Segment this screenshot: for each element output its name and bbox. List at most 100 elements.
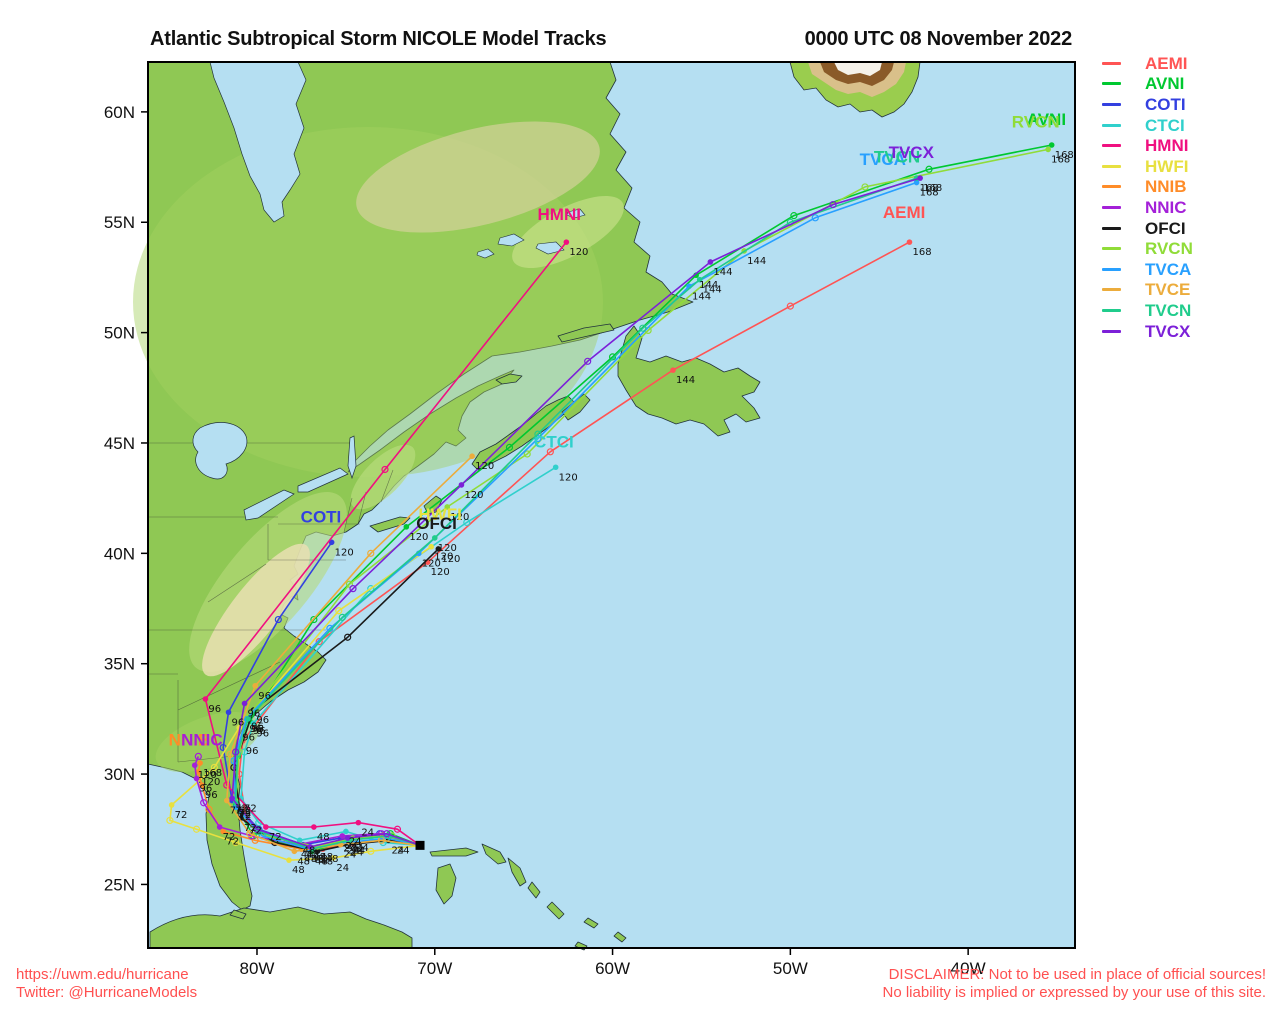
forecast-hour-label: 72 <box>244 803 257 814</box>
forecast-hour-label: 144 <box>713 267 732 278</box>
track-marker <box>220 828 227 835</box>
forecast-hour-label: 144 <box>747 256 766 267</box>
forecast-hour-label: 72 <box>239 810 252 821</box>
track-marker <box>199 782 205 788</box>
track-marker <box>381 465 389 474</box>
y-tick-label: 50N <box>104 324 135 343</box>
forecast-hour-label: 48 <box>313 852 326 863</box>
track-marker <box>253 825 261 833</box>
track-TVCX <box>229 175 923 850</box>
forecast-hour-label: 72 <box>269 832 282 843</box>
cat-island <box>527 881 541 899</box>
forecast-hour-label: 96 <box>249 724 262 735</box>
legend-model-name: NNIC <box>1145 197 1187 217</box>
forecast-hour-label: 24 <box>356 843 369 854</box>
forecast-hour-label: 120 <box>438 543 457 554</box>
track-marker <box>216 824 223 830</box>
y-tick-label: 60N <box>104 103 135 122</box>
y-tick-label: 55N <box>104 213 135 232</box>
forecast-hour-label: 96 <box>248 708 261 719</box>
track-marker <box>274 615 282 624</box>
track-marker <box>202 696 209 702</box>
forecast-hour-label: 168 <box>1051 154 1070 165</box>
track-marker <box>552 464 559 471</box>
forecast-hour-label: 48 <box>297 856 310 867</box>
legend-dash-icon <box>1102 144 1121 148</box>
legend-item-HWFI: HWFI <box>1102 156 1272 177</box>
forecast-hour-label: 48 <box>312 854 325 865</box>
legend-dash-icon <box>1102 247 1121 251</box>
track-marker <box>168 802 175 808</box>
legend-model-name: TVCN <box>1145 300 1192 320</box>
track-marker <box>584 357 592 365</box>
track-marker <box>193 775 200 782</box>
andros <box>435 863 457 905</box>
anticosti-island <box>557 323 615 343</box>
legend-dash-icon <box>1102 123 1121 127</box>
track-marker <box>608 353 617 361</box>
track-marker <box>523 450 531 458</box>
forecast-hour-label: 168 <box>203 768 222 779</box>
track-marker <box>505 443 514 451</box>
forecast-hour-label: 168 <box>1055 150 1074 161</box>
x-tick-label: 60W <box>595 959 630 978</box>
track-marker <box>338 613 346 621</box>
track-marker <box>246 830 254 838</box>
forecast-hour-label: 72 <box>239 808 252 819</box>
forecast-hour-label: 24 <box>352 845 365 856</box>
track-marker <box>534 430 542 438</box>
hudson-bay <box>209 61 307 223</box>
track-marker <box>166 816 174 825</box>
legend-item-OFCI: OFCI <box>1102 218 1272 239</box>
forecast-hour-label: 96 <box>253 726 266 737</box>
track-marker <box>339 833 346 839</box>
forecast-hour-label: 120 <box>475 461 494 472</box>
track-marker <box>344 633 352 641</box>
track-marker <box>291 848 298 855</box>
track-marker <box>232 804 239 810</box>
disclaimer-line-2: No liability is implied or expressed by … <box>882 984 1267 1001</box>
legend-item-NNIC: NNIC <box>1102 197 1272 218</box>
long-island-bahamas <box>546 901 565 920</box>
track-marker <box>925 165 933 173</box>
islands <box>149 323 761 951</box>
prince-edward-island <box>495 373 523 385</box>
track-marker <box>286 857 292 863</box>
legend-dash-icon <box>1102 267 1121 271</box>
forecast-hour-label: 120 <box>559 472 578 483</box>
model-end-label-RVCN: RVCN <box>1012 112 1060 131</box>
track-marker <box>232 748 240 756</box>
newfoundland <box>617 325 761 437</box>
legend-model-name: COTI <box>1145 94 1186 114</box>
track-marker <box>906 239 913 245</box>
track-marker <box>191 762 198 769</box>
track-marker <box>786 302 794 310</box>
legend-item-HMNI: HMNI <box>1102 135 1272 156</box>
forecast-hour-label: 24 <box>347 845 360 856</box>
forecast-hour-label: 120 <box>409 532 428 543</box>
twitter-handle: Twitter: @HurricaneModels <box>16 984 198 1001</box>
forecast-hour-label: 48 <box>326 854 339 865</box>
track-marker <box>349 585 357 593</box>
forecast-hour-label: 144 <box>692 291 711 302</box>
forecast-hour-label: 120 <box>335 547 354 558</box>
track-marker <box>403 524 410 530</box>
model-end-label-TVCA: TVCA <box>860 150 906 169</box>
forecast-hour-label: 96 <box>256 715 269 726</box>
track-marker <box>670 367 676 373</box>
track-marker <box>696 276 703 283</box>
forecast-hour-label: 24 <box>397 845 410 856</box>
track-marker <box>344 835 351 841</box>
forecast-hour-label: 72 <box>226 836 239 847</box>
forecast-hour-label: 168 <box>912 247 931 258</box>
track-marker <box>311 824 317 830</box>
track-marker <box>917 175 923 181</box>
quebec-lakes <box>476 208 586 259</box>
nova-scotia <box>471 395 575 471</box>
forecast-hour-label: 72 <box>175 810 188 821</box>
legend-model-name: HMNI <box>1145 136 1189 156</box>
legend-item-COTI: COTI <box>1102 94 1272 115</box>
forecast-hour-label: 96 <box>258 691 271 702</box>
legend: AEMI AVNI COTI CTCI HMNI HWFI NNIB NNIC OFCI RVCN… <box>1102 53 1272 341</box>
track-HMNI <box>202 239 570 847</box>
